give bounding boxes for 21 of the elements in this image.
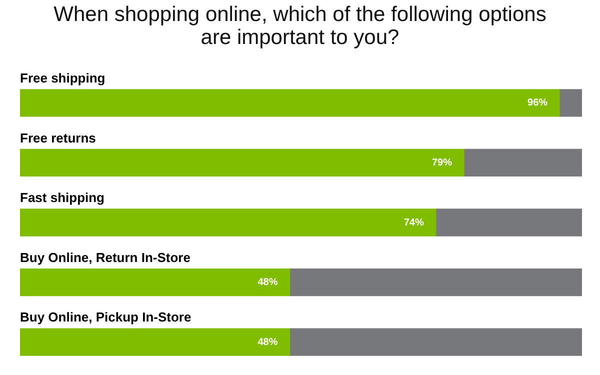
bar [20,148,464,177]
bar [20,89,560,117]
bar [436,208,582,236]
chart-title: When shopping online, which of the following options are important to you? [52,3,548,49]
data-label: 79% [432,157,452,168]
bar [289,268,582,296]
bar [20,268,290,296]
data-label: 48% [258,277,278,288]
bar [289,328,582,356]
bar [464,148,582,177]
y-tick-label: Buy Online, Pickup In-Store [20,310,192,325]
y-tick-label: Buy Online, Return In-Store [20,250,190,265]
bar [559,89,582,117]
data-label: 48% [258,336,278,348]
bar [20,328,290,356]
y-tick-label: Free returns [20,130,96,146]
bar [20,208,436,236]
data-label: 96% [528,98,548,109]
data-label: 74% [404,217,424,228]
y-tick-label: Fast shipping [20,190,105,206]
y-tick-label: Free shipping [20,70,106,86]
